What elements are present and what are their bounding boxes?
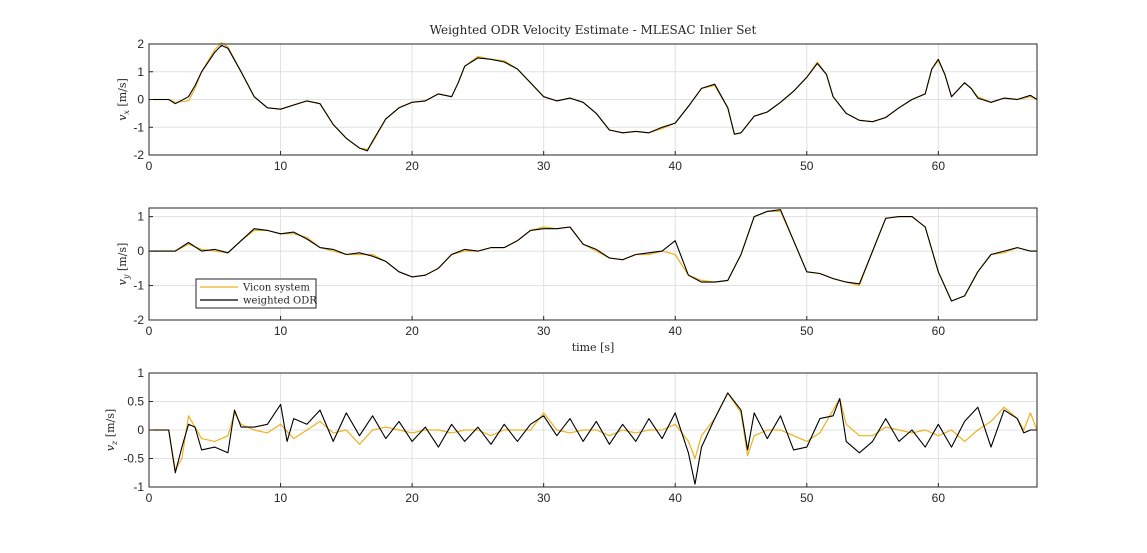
y-tick-label: -0.5: [123, 452, 144, 466]
x-tick-label: 20: [405, 324, 419, 338]
legend-label-vicon: Vicon system: [242, 283, 310, 294]
x-tick-label: 30: [537, 491, 551, 505]
series-line-weighted-odr: [149, 44, 1038, 152]
y-tick-label: 1: [137, 210, 144, 224]
y-axis-label-subscript: y: [122, 274, 131, 280]
y-tick-label: -1: [133, 480, 144, 494]
y-tick-label: 0: [137, 244, 144, 258]
y-tick-label: 2: [137, 37, 144, 51]
x-tick-label: 30: [537, 324, 551, 338]
y-axis-label: vx [m/s]: [116, 78, 131, 121]
series-line-vicon: [149, 41, 1038, 150]
y-axis-label-symbol: v: [104, 444, 117, 451]
y-axis-label: vz [m/s]: [104, 409, 119, 451]
x-tick-label: 60: [932, 491, 946, 505]
x-tick-label: 40: [669, 324, 683, 338]
x-tick-label: 50: [800, 159, 814, 173]
legend: Vicon system weighted ODR: [195, 278, 317, 309]
x-tick-label: 40: [669, 159, 683, 173]
x-tick-label: 0: [146, 491, 153, 505]
y-axis-label-symbol: v: [116, 278, 129, 285]
y-tick-label: 0.5: [127, 395, 144, 409]
legend-label-weighted-odr: weighted ODR: [243, 296, 317, 307]
x-tick-label: 50: [800, 491, 814, 505]
x-tick-label: 0: [146, 159, 153, 173]
x-tick-label: 30: [537, 159, 551, 173]
y-axis-label: vy [m/s]: [116, 243, 131, 286]
y-axis-label-unit: [m/s]: [104, 409, 117, 441]
panel-3: 0 10 20 30 40 50 60 1 0.5 0 -0.5 -1 vz [m/s]: [104, 366, 1038, 505]
y-tick-label: 1: [137, 366, 144, 380]
y-tick-label: 0: [137, 93, 144, 107]
axes-frame: [148, 207, 1038, 321]
y-tick-label: -1: [133, 279, 144, 293]
figure-title: Weighted ODR Velocity Estimate - MLESAC …: [430, 23, 757, 37]
series-line-weighted-odr: [149, 392, 1037, 485]
x-tick-label: 0: [146, 324, 153, 338]
x-tick-label: 60: [932, 324, 946, 338]
y-tick-label: -1: [133, 120, 144, 134]
y-tick-label: 0: [137, 423, 144, 437]
x-tick-label: 50: [800, 324, 814, 338]
x-tick-label: 40: [669, 491, 683, 505]
y-tick-label: 1: [137, 65, 144, 79]
y-tick-label: -2: [133, 148, 144, 162]
y-axis-label-unit: [m/s]: [116, 243, 129, 275]
x-tick-label: 10: [274, 159, 288, 173]
x-tick-label: 10: [274, 491, 288, 505]
y-axis-label-subscript: z: [110, 440, 119, 446]
x-axis-label: time [s]: [572, 341, 615, 354]
x-tick-label: 20: [405, 159, 419, 173]
y-tick-label: -2: [133, 313, 144, 327]
series-line-weighted-odr: [149, 209, 1037, 302]
y-axis-label-symbol: v: [116, 114, 129, 121]
x-tick-label: 20: [405, 491, 419, 505]
y-axis-label-subscript: x: [122, 110, 131, 115]
x-tick-label: 10: [274, 324, 288, 338]
y-axis-label-unit: [m/s]: [116, 78, 129, 110]
x-tick-label: 60: [932, 159, 946, 173]
legend-box: [195, 278, 317, 309]
